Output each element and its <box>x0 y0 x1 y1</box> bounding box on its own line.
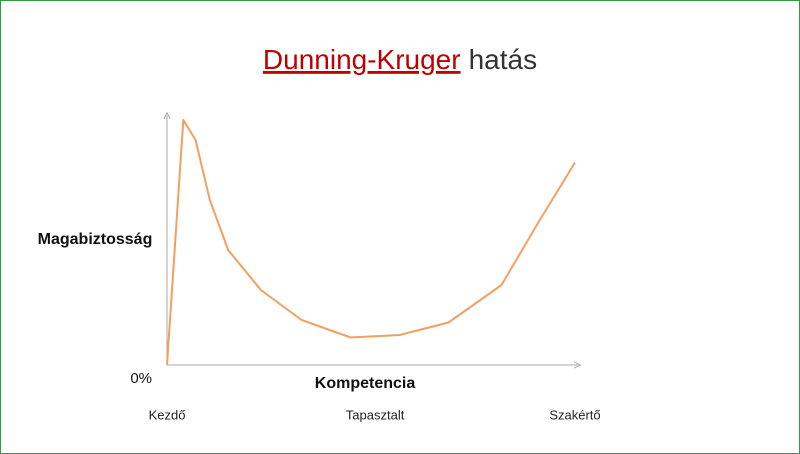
chart-title: Dunning-Kruger hatás <box>263 44 537 75</box>
y-axis-label: Magabiztosság <box>38 231 153 248</box>
y-tick-label: 0% <box>130 370 152 387</box>
x-axis-label: Kompetencia <box>315 375 416 392</box>
x-tick-label: Szakértő <box>549 407 600 422</box>
title-part: hatás <box>469 44 538 75</box>
data-line <box>166 119 576 366</box>
x-tick-label: Tapasztalt <box>346 407 405 422</box>
x-tick-label: Kezdő <box>149 407 186 422</box>
title-part: Dunning-Kruger <box>263 44 461 75</box>
